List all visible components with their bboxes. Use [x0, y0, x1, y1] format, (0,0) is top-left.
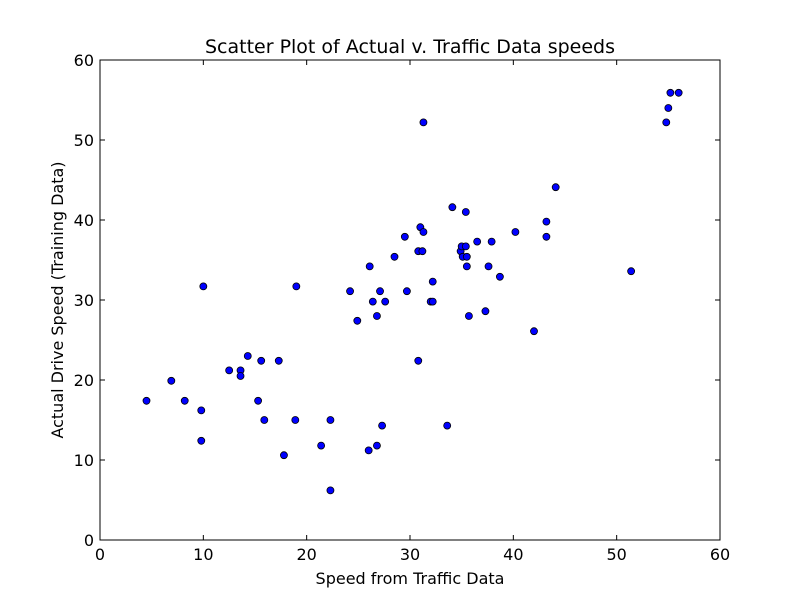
data-point	[197, 406, 206, 415]
data-point	[664, 104, 673, 112]
data-point	[373, 312, 381, 320]
data-point	[662, 118, 671, 127]
x-tick-label: 20	[296, 545, 316, 564]
data-point	[280, 451, 288, 460]
data-point	[487, 237, 496, 246]
data-point	[199, 282, 208, 291]
ticks-layer: 0 10 20 30 40 50 60 0 10 20 30 40 50 60	[74, 51, 731, 564]
data-point	[674, 88, 683, 97]
data-point	[461, 208, 470, 216]
data-point	[419, 228, 428, 236]
x-tick-label: 30	[400, 545, 420, 564]
data-point	[419, 118, 428, 127]
y-tick-label: 30	[74, 291, 94, 310]
data-point	[378, 421, 387, 430]
data-point	[428, 277, 437, 286]
data-point	[326, 416, 335, 424]
data-point	[353, 316, 362, 325]
x-axis-label: Speed from Traffic Data	[316, 569, 505, 588]
data-point	[495, 272, 504, 281]
data-point	[225, 366, 234, 375]
data-point	[414, 356, 423, 365]
x-tick-label: 60	[710, 545, 730, 564]
data-point	[484, 262, 493, 271]
data-point	[462, 252, 471, 261]
data-point	[390, 252, 399, 261]
data-point	[364, 446, 373, 455]
plot-area-frame	[99, 59, 721, 541]
data-point	[418, 247, 427, 256]
data-point	[254, 396, 263, 405]
data-point	[274, 356, 283, 365]
data-point	[461, 242, 470, 251]
data-point	[180, 396, 189, 405]
data-point	[260, 416, 269, 424]
data-point	[511, 228, 520, 236]
data-point	[243, 352, 252, 360]
y-tick-label: 40	[74, 211, 94, 230]
data-point	[381, 297, 390, 306]
y-tick-label: 20	[74, 371, 94, 390]
data-point	[551, 183, 560, 192]
data-point	[473, 237, 482, 246]
data-point	[326, 486, 335, 495]
y-tick-label: 50	[74, 131, 94, 150]
data-point	[481, 307, 490, 316]
x-tick-label: 10	[193, 545, 213, 564]
data-point	[236, 372, 245, 380]
data-point	[448, 203, 457, 212]
data-point	[530, 327, 538, 336]
data-point	[257, 356, 266, 365]
chart-title: Scatter Plot of Actual v. Traffic Data s…	[205, 36, 615, 58]
data-point	[167, 376, 176, 385]
x-tick-label: 40	[503, 545, 523, 564]
data-point	[542, 232, 551, 241]
data-point	[428, 297, 437, 306]
data-point	[464, 312, 473, 320]
y-tick-label: 0	[84, 531, 94, 550]
points-layer	[142, 88, 683, 495]
data-point	[346, 287, 354, 296]
data-point	[142, 396, 151, 405]
data-point	[462, 262, 471, 271]
data-point	[443, 421, 452, 430]
data-point	[666, 88, 675, 97]
x-tick-label: 50	[606, 545, 626, 564]
y-tick-label: 10	[74, 451, 94, 470]
data-point	[291, 416, 300, 424]
data-point	[365, 262, 374, 271]
data-point	[542, 217, 551, 226]
data-point	[400, 232, 409, 241]
data-point	[368, 297, 377, 306]
data-point	[317, 441, 326, 450]
data-point	[402, 287, 411, 296]
data-point	[197, 436, 206, 445]
x-tick-label: 0	[95, 545, 105, 564]
data-point	[373, 441, 381, 450]
y-tick-label: 60	[74, 51, 94, 70]
y-axis-label: Actual Drive Speed (Training Data)	[48, 161, 67, 438]
data-point	[627, 267, 636, 276]
data-point	[292, 282, 301, 291]
data-point	[376, 287, 384, 296]
